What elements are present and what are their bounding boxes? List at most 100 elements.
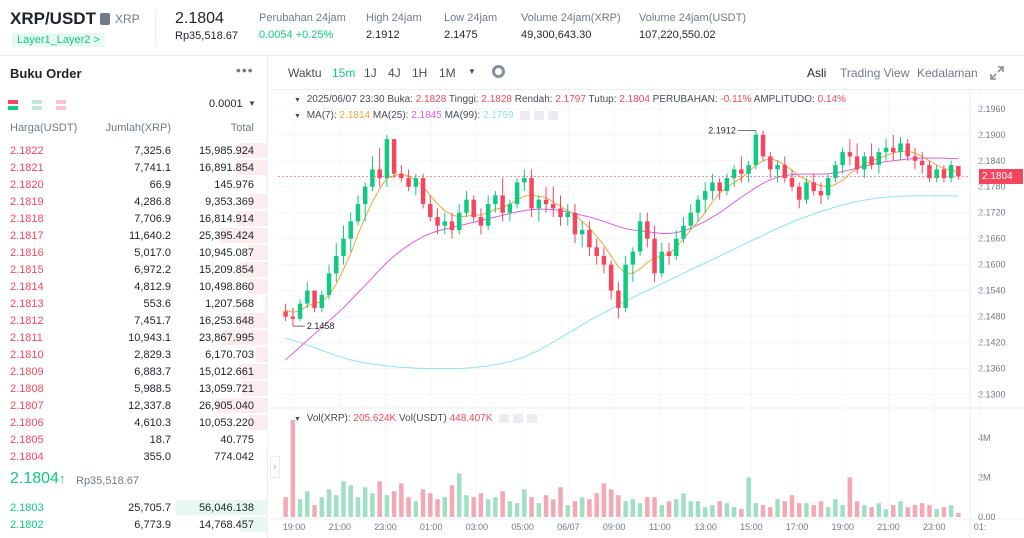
legend-amp-label: AMPLITUDO: bbox=[753, 94, 815, 105]
sell-order-row[interactable]: 2.1805 18.7 40.775 bbox=[0, 431, 268, 448]
sell-order-row[interactable]: 2.1816 5,017.0 10,945.087 bbox=[0, 244, 268, 261]
volume-bar bbox=[782, 501, 788, 517]
volume-bar bbox=[652, 497, 657, 517]
view-both-icon[interactable] bbox=[8, 100, 18, 110]
candle-body bbox=[428, 204, 433, 218]
interval-1h[interactable]: 1H bbox=[412, 66, 428, 80]
gear-icon[interactable] bbox=[492, 65, 505, 78]
order-amount: 18.7 bbox=[149, 434, 171, 446]
volume-bar bbox=[674, 499, 679, 517]
volume-bar bbox=[818, 501, 824, 517]
legend-close-label: Tutup: bbox=[588, 94, 617, 105]
interval-1m[interactable]: 1M bbox=[439, 66, 456, 80]
sell-order-row[interactable]: 2.1813 553.6 1,207.568 bbox=[0, 295, 268, 312]
volume-bar bbox=[384, 495, 390, 517]
precision-select[interactable]: 0.0001 bbox=[209, 98, 243, 110]
candle-body bbox=[847, 152, 853, 157]
view-depth[interactable]: Kedalaman bbox=[917, 66, 978, 80]
volume-bar bbox=[514, 503, 520, 517]
sell-order-row[interactable]: 2.1809 6,883.7 15,012.661 bbox=[0, 363, 268, 380]
candle-body bbox=[753, 134, 759, 166]
interval-15m[interactable]: 15m bbox=[332, 66, 356, 80]
candle-body bbox=[456, 212, 462, 231]
expand-icon[interactable] bbox=[990, 66, 1004, 80]
chevron-right-icon[interactable]: › bbox=[270, 456, 280, 478]
volume-bar bbox=[796, 503, 802, 517]
candle-body bbox=[290, 316, 296, 319]
buy-order-row[interactable]: 2.1802 6,773.9 14,768.457 bbox=[0, 516, 268, 533]
price-tick-label: 2.1360 bbox=[978, 364, 1006, 374]
time-tick-label: 15:00 bbox=[740, 522, 763, 532]
price-tick-label: 2.1420 bbox=[978, 338, 1006, 348]
order-total: 9,353.369 bbox=[205, 196, 254, 208]
order-amount: 11,640.2 bbox=[128, 230, 171, 242]
ma99-label: MA(99): bbox=[444, 110, 481, 121]
sell-order-row[interactable]: 2.1819 4,286.8 9,353.369 bbox=[0, 193, 268, 210]
volume-bar bbox=[912, 505, 918, 517]
sell-order-row[interactable]: 2.1818 7,706.9 16,814.914 bbox=[0, 210, 268, 227]
order-total: 1,207.568 bbox=[205, 298, 254, 310]
view-buy-icon[interactable] bbox=[32, 100, 42, 110]
order-amount: 4,286.8 bbox=[134, 196, 171, 208]
stat-label: High 24jam bbox=[366, 12, 422, 24]
close-mini-icon[interactable] bbox=[527, 413, 538, 423]
collapse-caret-icon[interactable]: ▼ bbox=[294, 416, 301, 423]
depth-bar bbox=[246, 245, 268, 260]
order-total: 10,498.860 bbox=[198, 281, 254, 293]
sell-order-row[interactable]: 2.1821 7,741.1 16,891.854 bbox=[0, 159, 268, 176]
view-sell-icon[interactable] bbox=[56, 100, 66, 110]
stat-low: Low 24jam 2.1475 bbox=[444, 12, 497, 41]
view-tradingview[interactable]: Trading View bbox=[840, 66, 910, 80]
sell-order-row[interactable]: 2.1810 2,829.3 6,170.703 bbox=[0, 346, 268, 363]
collapse-caret-icon[interactable]: ▼ bbox=[294, 97, 301, 104]
volume-bar bbox=[608, 489, 614, 517]
document-icon[interactable] bbox=[100, 13, 110, 25]
sell-order-row[interactable]: 2.1812 7,451.7 16,253.648 bbox=[0, 312, 268, 329]
candle-body bbox=[760, 134, 766, 157]
sell-order-row[interactable]: 2.1822 7,325.6 15,985.924 bbox=[0, 142, 268, 159]
volume-bar bbox=[594, 493, 599, 517]
sell-order-row[interactable]: 2.1820 66.9 145.976 bbox=[0, 176, 268, 193]
buy-order-row[interactable]: 2.1803 25,705.7 56,046.138 bbox=[0, 499, 268, 516]
volume-bar bbox=[941, 507, 947, 517]
sell-order-row[interactable]: 2.1806 4,610.3 10,053.220 bbox=[0, 414, 268, 431]
sell-order-row[interactable]: 2.1811 10,943.1 23,867.995 bbox=[0, 329, 268, 346]
sell-order-row[interactable]: 2.1814 4,812.9 10,498.860 bbox=[0, 278, 268, 295]
sell-orders: 2.1822 7,325.6 15,985.924 2.1821 7,741.1 16,8… bbox=[0, 142, 268, 465]
order-total: 26,905.040 bbox=[198, 400, 254, 412]
close-mini-icon[interactable] bbox=[548, 110, 559, 120]
candle-body bbox=[645, 221, 650, 239]
settings-mini-icon[interactable] bbox=[499, 413, 510, 423]
order-amount: 6,773.9 bbox=[134, 519, 171, 531]
visibility-mini-icon[interactable] bbox=[534, 110, 545, 120]
settings-mini-icon[interactable] bbox=[520, 110, 531, 120]
volume-bar bbox=[724, 503, 730, 517]
sell-order-row[interactable]: 2.1817 11,640.2 25,395.424 bbox=[0, 227, 268, 244]
category-tag[interactable]: Layer1_Layer2 > bbox=[12, 33, 105, 47]
view-original[interactable]: Asli bbox=[807, 66, 827, 80]
pair-title[interactable]: XRP/USDT bbox=[10, 9, 96, 28]
sell-order-row[interactable]: 2.1815 6,972.2 15,209.854 bbox=[0, 261, 268, 278]
legend-open: 2.1828 bbox=[415, 94, 447, 105]
candle-body bbox=[891, 147, 896, 153]
chevron-down-icon[interactable]: ▼ bbox=[248, 99, 256, 108]
interval-4j[interactable]: 4J bbox=[388, 66, 401, 80]
visibility-mini-icon[interactable] bbox=[513, 413, 524, 423]
mid-price-value: 2.1804 bbox=[10, 470, 59, 487]
sell-order-row[interactable]: 2.1808 5,988.5 13,059.721 bbox=[0, 380, 268, 397]
volume-bar bbox=[464, 495, 469, 517]
order-price: 2.1821 bbox=[10, 162, 44, 174]
chevron-down-icon[interactable]: ▼ bbox=[468, 67, 476, 76]
sell-order-row[interactable]: 2.1807 12,337.8 26,905.040 bbox=[0, 397, 268, 414]
sell-order-row[interactable]: 2.1804 355.0 774.042 bbox=[0, 448, 268, 465]
candlestick-chart[interactable]: 2.1960 2.1900 2.1840 2.1780 2.1720 2.1660 2.16… bbox=[270, 56, 1024, 538]
depth-bar bbox=[237, 143, 268, 158]
more-options-icon[interactable]: ••• bbox=[236, 62, 254, 78]
legend-date: 2025/06/07 23:30 bbox=[306, 94, 385, 105]
candle-body bbox=[478, 217, 484, 226]
volume-bar bbox=[710, 505, 715, 517]
collapse-caret-icon[interactable]: ▼ bbox=[294, 113, 301, 120]
interval-1j[interactable]: 1J bbox=[364, 66, 377, 80]
volume-bar bbox=[558, 487, 563, 517]
candle-body bbox=[941, 169, 947, 179]
